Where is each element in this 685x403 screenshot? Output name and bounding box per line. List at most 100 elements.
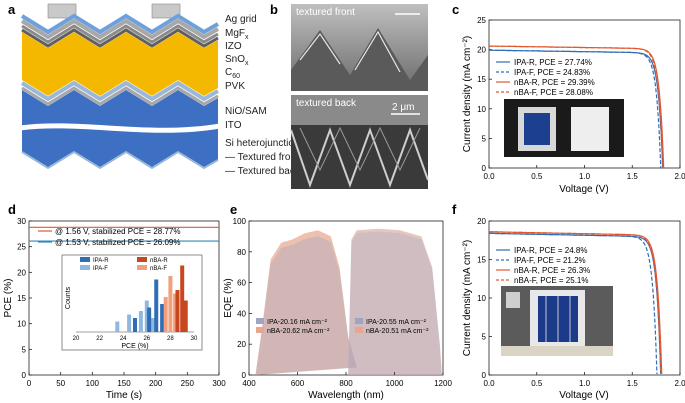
chart-d-inset-legend-swatch bbox=[80, 257, 90, 262]
layer-label-ito: ITO bbox=[225, 120, 242, 131]
chart-c-ytick-label: 10 bbox=[477, 105, 486, 114]
chart-d-ylabel: PCE (%) bbox=[3, 279, 14, 318]
chart-f-xtick-label: 2.0 bbox=[674, 379, 685, 388]
device-stack-illustration bbox=[19, 3, 221, 170]
chart-f-xtick-label: 1.0 bbox=[579, 379, 591, 388]
chart-d-inset-xtick-label: 30 bbox=[191, 336, 198, 342]
chart-d-inset-xtick-label: 24 bbox=[120, 336, 127, 342]
chart-d-inset-legend-entry: IPA-F bbox=[93, 266, 108, 272]
chart-d-inset-bar-nba-r bbox=[180, 265, 185, 332]
chart-e-legend-swatch bbox=[256, 327, 264, 333]
layer-label-nio-sam: NiO/SAM bbox=[225, 106, 267, 117]
layer-label-izo: IZO bbox=[225, 41, 242, 52]
chart-f-ytick-label: 15 bbox=[477, 256, 486, 265]
sem-front-label: textured front bbox=[296, 7, 355, 18]
panel-a-label: a bbox=[8, 2, 16, 17]
chart-d-xtick-label: 150 bbox=[117, 379, 131, 388]
chart-d-inset: 20 22 24 26 28 30 PCE (%) Counts IPA-R IPA-F nBA-R… bbox=[61, 254, 203, 351]
chart-d-inset-bar-nba-r bbox=[175, 290, 180, 332]
chart-e-ytick-label: 80 bbox=[237, 248, 246, 257]
panel-b-label: b bbox=[270, 2, 278, 17]
chart-d-inset-bar-ipa-r bbox=[154, 279, 159, 332]
chart-d-xtick-label: 0 bbox=[27, 379, 32, 388]
layer-label-textured-front: — Textured front bbox=[225, 152, 299, 163]
chart-d-inset-ylabel: Counts bbox=[65, 286, 72, 309]
layer-label-pvk: PVK bbox=[225, 81, 245, 92]
chart-d-inset-legend-entry: nBA-R bbox=[150, 258, 168, 264]
chart-c-series-nba-f bbox=[489, 45, 664, 168]
chart-d-xtick-label: 200 bbox=[149, 379, 163, 388]
layer-label-textured-back: — Textured back bbox=[225, 166, 301, 177]
chart-d-ytick-label: 5 bbox=[22, 345, 27, 354]
chart-d-inset-xlabel: PCE (%) bbox=[121, 343, 148, 350]
chart-c-xtick-label: 2.0 bbox=[674, 172, 685, 181]
chart-d-inset-legend-entry: IPA-R bbox=[93, 258, 109, 264]
chart-c-legend-entry: nBA-F, PCE = 28.08% bbox=[514, 88, 593, 97]
chart-e-xlabel: Wavelength (nm) bbox=[308, 390, 384, 401]
layer-label-mgf: MgFx bbox=[225, 28, 249, 41]
chart-e-legend-swatch bbox=[355, 318, 363, 324]
chart-d-inset-xtick-label: 20 bbox=[73, 336, 80, 342]
chart-d-inset-bar-ipa-f bbox=[138, 311, 143, 332]
layer-label-ag-grid: Ag grid bbox=[225, 14, 257, 25]
chart-d-inset-legend-swatch bbox=[137, 257, 147, 262]
chart-d-legend-entry: @ 1.56 V, stabilized PCE = 28.77% bbox=[55, 227, 180, 236]
sem-front-image bbox=[291, 4, 428, 91]
chart-f-xtick-label: 1.5 bbox=[627, 379, 639, 388]
chart-d-inset-bar-ipa-f bbox=[144, 300, 149, 332]
chart-c-ytick-label: 20 bbox=[477, 46, 486, 55]
chart-f-ylabel: Current density (mA cm⁻²) bbox=[462, 240, 473, 356]
chart-d-xtick-label: 100 bbox=[86, 379, 100, 388]
chart-d-inset-legend-swatch bbox=[80, 265, 90, 270]
chart-d-xtick-label: 300 bbox=[212, 379, 226, 388]
chart-e-xtick-label: 600 bbox=[291, 379, 305, 388]
chart-e-legend-swatch bbox=[256, 318, 264, 324]
chart-e-ytick-label: 0 bbox=[242, 371, 247, 380]
chart-d-inset-legend-swatch bbox=[137, 265, 147, 270]
chart-e-xtick-label: 1200 bbox=[434, 379, 452, 388]
chart-f-legend-entry: nBA-R, PCE = 26.3% bbox=[514, 266, 590, 275]
chart-d-legend-entry: @ 1.53 V, stabilized PCE = 26.09% bbox=[55, 238, 180, 247]
chart-f-legend-entry: IPA-F, PCE = 21.2% bbox=[514, 256, 586, 265]
chart-c: 0.0 0.5 1.0 1.5 2.0 0 5 10 15 20 25 IPA-R, PCE = 2… bbox=[462, 16, 685, 195]
chart-e-xtick-label: 400 bbox=[242, 379, 256, 388]
chart-f-xtick-label: 0.0 bbox=[483, 379, 495, 388]
chart-c-legend-entry: IPA-F, PCE = 24.83% bbox=[514, 68, 590, 77]
layer-label-c60: C60 bbox=[225, 67, 240, 80]
chart-f-inset-photo bbox=[501, 286, 613, 356]
chart-e-area-top-cell bbox=[255, 230, 357, 375]
chart-c-xtick-label: 1.0 bbox=[579, 172, 591, 181]
chart-e-legend-entry: nBA-20.51 mA cm⁻² bbox=[366, 328, 429, 335]
chart-d-inset-legend-entry: nBA-F bbox=[150, 266, 167, 272]
chart-f-xtick-label: 0.5 bbox=[531, 379, 543, 388]
chart-f-legend-entry: IPA-R, PCE = 24.8% bbox=[514, 246, 587, 255]
panel-e-label: e bbox=[230, 202, 237, 217]
layer-label-sno: SnOx bbox=[225, 54, 249, 67]
chart-e-ytick-label: 100 bbox=[233, 217, 247, 226]
chart-d-inset-bar-nba-f bbox=[168, 276, 173, 332]
chart-d-ytick-label: 15 bbox=[17, 294, 26, 303]
chart-c-xtick-label: 1.5 bbox=[627, 172, 639, 181]
chart-f-ytick-label: 5 bbox=[482, 333, 487, 342]
chart-e-legend-swatch bbox=[355, 327, 363, 333]
chart-d-xtick-label: 250 bbox=[181, 379, 195, 388]
chart-d-ytick-label: 10 bbox=[17, 320, 26, 329]
chart-c-ytick-label: 5 bbox=[482, 134, 487, 143]
chart-d-ytick-label: 30 bbox=[17, 217, 26, 226]
chart-f-ytick-label: 10 bbox=[477, 294, 486, 303]
chart-c-ylabel: Current density (mA cm⁻²) bbox=[462, 36, 473, 152]
chart-e-area-ipa-bottom bbox=[348, 231, 442, 375]
chart-d-inset-bar-ipa-r bbox=[133, 318, 137, 332]
chart-e-area-ipa-top bbox=[255, 236, 357, 375]
chart-d-inset-xtick-label: 26 bbox=[143, 336, 150, 342]
chart-f-series-ipa-f bbox=[489, 232, 658, 374]
chart-c-legend-entry: IPA-R, PCE = 27.74% bbox=[514, 58, 592, 67]
chart-d-ytick-label: 25 bbox=[17, 243, 26, 252]
chart-e-xtick-label: 800 bbox=[339, 379, 353, 388]
chart-f-ytick-label: 20 bbox=[477, 217, 486, 226]
chart-d-inset-bar-nba-f bbox=[173, 293, 178, 332]
chart-d-inset-xtick-label: 28 bbox=[167, 336, 174, 342]
chart-d-inset-xtick-label: 22 bbox=[96, 336, 103, 342]
chart-e-legend-entry: IPA-20.16 mA cm⁻² bbox=[267, 319, 328, 326]
